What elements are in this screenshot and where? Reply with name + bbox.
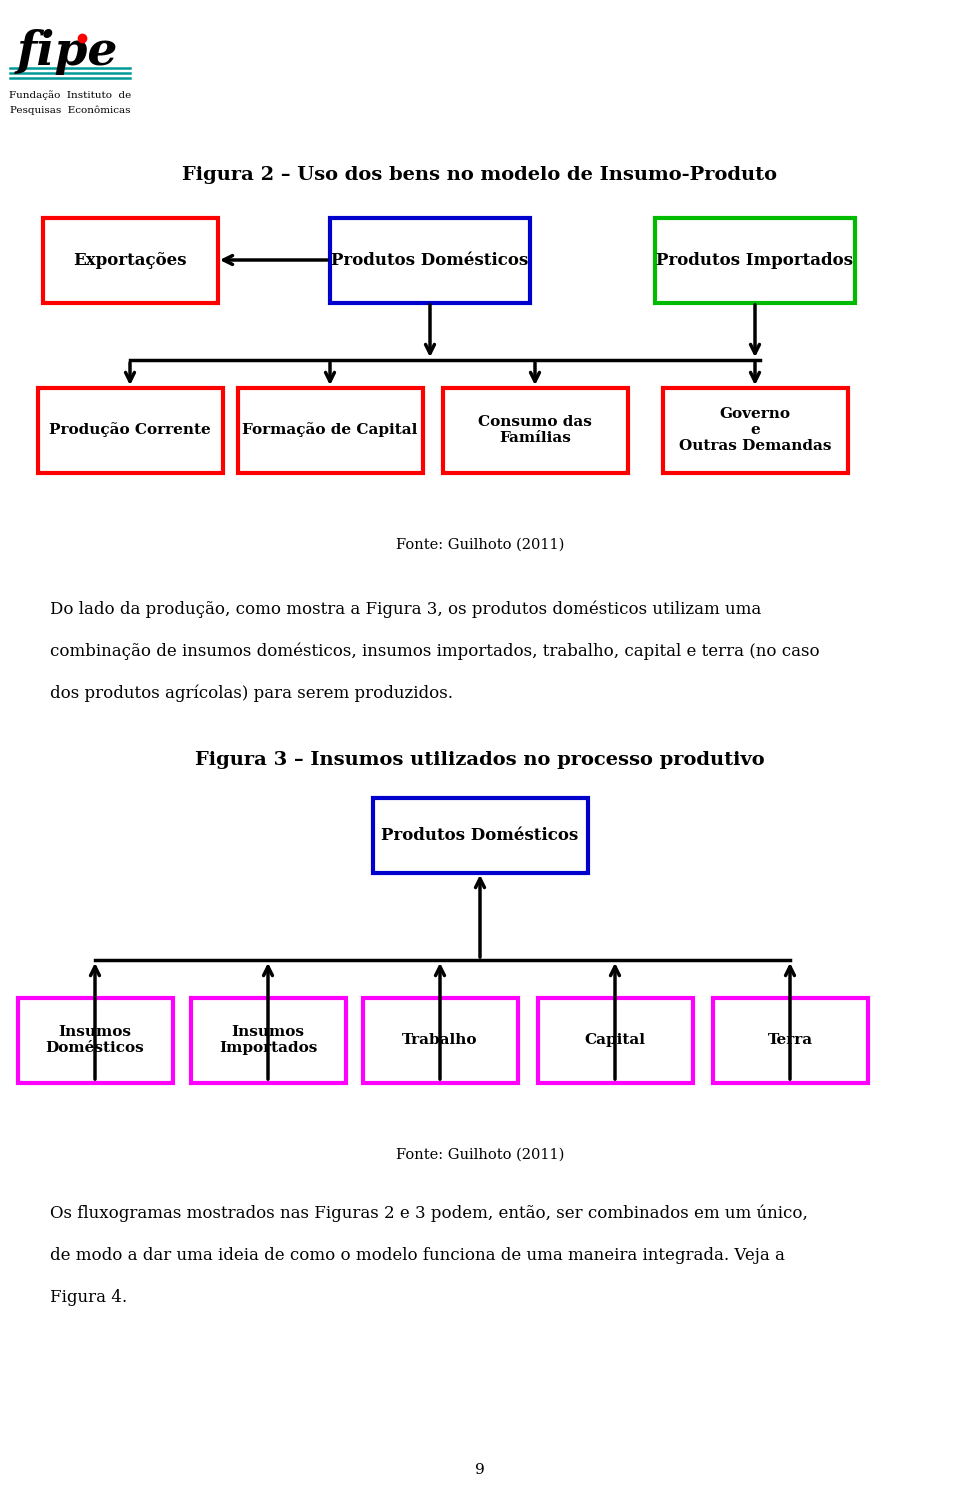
Text: de modo a dar uma ideia de como o modelo funciona de uma maneira integrada. Veja: de modo a dar uma ideia de como o modelo… [50, 1247, 785, 1264]
Bar [237, 387, 422, 473]
Text: Insumos
Domésticos: Insumos Domésticos [46, 1026, 144, 1056]
Bar [17, 997, 173, 1083]
Text: Figura 2 – Uso dos bens no modelo de Insumo-Produto: Figura 2 – Uso dos bens no modelo de Ins… [182, 166, 778, 184]
Bar [37, 387, 223, 473]
Text: Pesquisas  Econômicas: Pesquisas Econômicas [10, 105, 131, 114]
Text: Figura 4.: Figura 4. [50, 1289, 127, 1306]
Text: dos produtos agrícolas) para serem produzidos.: dos produtos agrícolas) para serem produ… [50, 684, 453, 702]
Text: Capital: Capital [585, 1033, 645, 1047]
Bar [538, 997, 692, 1083]
Text: Formação de Capital: Formação de Capital [242, 423, 418, 437]
Text: Produtos Domésticos: Produtos Domésticos [331, 252, 529, 268]
Text: 9: 9 [475, 1462, 485, 1477]
Text: Produtos Domésticos: Produtos Domésticos [381, 827, 579, 843]
Text: Governo
e
Outras Demandas: Governo e Outras Demandas [679, 407, 831, 453]
Text: Produção Corrente: Produção Corrente [49, 423, 211, 437]
Bar [190, 997, 346, 1083]
Bar [443, 387, 628, 473]
Text: Figura 3 – Insumos utilizados no processo produtivo: Figura 3 – Insumos utilizados no process… [195, 751, 765, 770]
Text: Fonte: Guilhoto (2011): Fonte: Guilhoto (2011) [396, 1148, 564, 1163]
Bar [372, 798, 588, 872]
Bar [655, 217, 855, 303]
Text: fipe: fipe [17, 29, 119, 75]
Bar [42, 217, 218, 303]
Text: Insumos
Importados: Insumos Importados [219, 1026, 317, 1056]
Text: Fonte: Guilhoto (2011): Fonte: Guilhoto (2011) [396, 538, 564, 553]
Text: Trabalho: Trabalho [402, 1033, 478, 1047]
Bar [363, 997, 517, 1083]
Bar [712, 997, 868, 1083]
Text: Os fluxogramas mostrados nas Figuras 2 e 3 podem, então, ser combinados em um ún: Os fluxogramas mostrados nas Figuras 2 e… [50, 1205, 808, 1223]
Bar [330, 217, 530, 303]
Text: Terra: Terra [767, 1033, 812, 1047]
Text: Do lado da produção, como mostra a Figura 3, os produtos domésticos utilizam uma: Do lado da produção, como mostra a Figur… [50, 599, 761, 617]
Text: Produtos Importados: Produtos Importados [657, 252, 853, 268]
Text: combinação de insumos domésticos, insumos importados, trabalho, capital e terra : combinação de insumos domésticos, insumo… [50, 642, 820, 660]
Bar [662, 387, 848, 473]
Text: Consumo das
Famílias: Consumo das Famílias [478, 414, 592, 446]
Text: Fundação  Instituto  de: Fundação Instituto de [9, 90, 132, 99]
Text: Exportações: Exportações [73, 252, 187, 268]
